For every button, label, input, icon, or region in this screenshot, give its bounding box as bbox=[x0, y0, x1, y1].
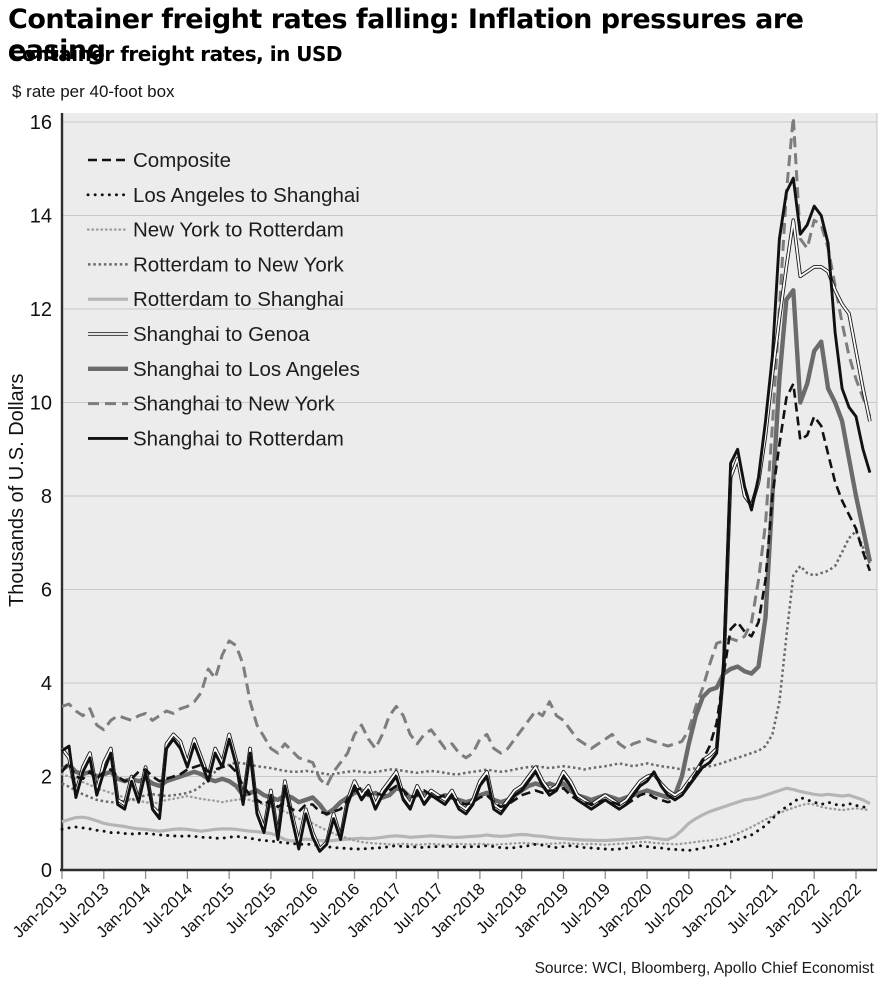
series-line-los-angeles-shanghai bbox=[60, 796, 872, 852]
y-tick-label: 12 bbox=[30, 299, 52, 321]
series-line-shanghai-los-angeles bbox=[60, 288, 873, 817]
legend-label-los-angeles-shanghai: Los Angeles to Shanghai bbox=[133, 184, 360, 207]
y-tick-label: 0 bbox=[41, 860, 52, 882]
series-line-shanghai-genoa-overlay bbox=[61, 219, 871, 850]
legend-label-rotterdam-shanghai: Rotterdam to Shanghai bbox=[133, 288, 344, 311]
series-line-rotterdam-new-york bbox=[61, 529, 872, 804]
legend-label-shanghai-new-york: Shanghai to New York bbox=[133, 393, 335, 416]
y-tick-label: 10 bbox=[30, 393, 52, 415]
y-tick-label: 2 bbox=[41, 767, 52, 789]
source-note: Source: WCI, Bloomberg, Apollo Chief Eco… bbox=[534, 960, 874, 977]
series-line-new-york-rotterdam bbox=[60, 773, 872, 846]
legend-label-shanghai-los-angeles: Shanghai to Los Angeles bbox=[133, 358, 360, 381]
y-tick-label: 6 bbox=[41, 580, 52, 602]
series-line-shanghai-rotterdam bbox=[61, 176, 872, 853]
legend-label-rotterdam-new-york: Rotterdam to New York bbox=[133, 253, 345, 276]
chart-title: Container freight rates falling: Inflati… bbox=[8, 4, 804, 66]
y-tick-label: 16 bbox=[30, 112, 52, 134]
series-line-rotterdam-shanghai bbox=[61, 786, 871, 843]
y-tick-label: 4 bbox=[41, 673, 52, 695]
legend-label-new-york-rotterdam: New York to Rotterdam bbox=[133, 219, 344, 242]
legend-label-shanghai-genoa: Shanghai to Genoa bbox=[133, 323, 310, 346]
legend-label-composite: Composite bbox=[133, 149, 231, 172]
series-line-shanghai-new-york bbox=[61, 115, 872, 788]
chart-subtitle: Container freight rates, in USD bbox=[8, 42, 343, 66]
legend-label-shanghai-rotterdam: Shanghai to Rotterdam bbox=[133, 427, 344, 450]
y-tick-label: 8 bbox=[41, 486, 52, 508]
unit-note: $ rate per 40-foot box bbox=[12, 82, 175, 101]
series-line-composite bbox=[60, 382, 872, 816]
y-tick-label: 14 bbox=[30, 206, 52, 228]
